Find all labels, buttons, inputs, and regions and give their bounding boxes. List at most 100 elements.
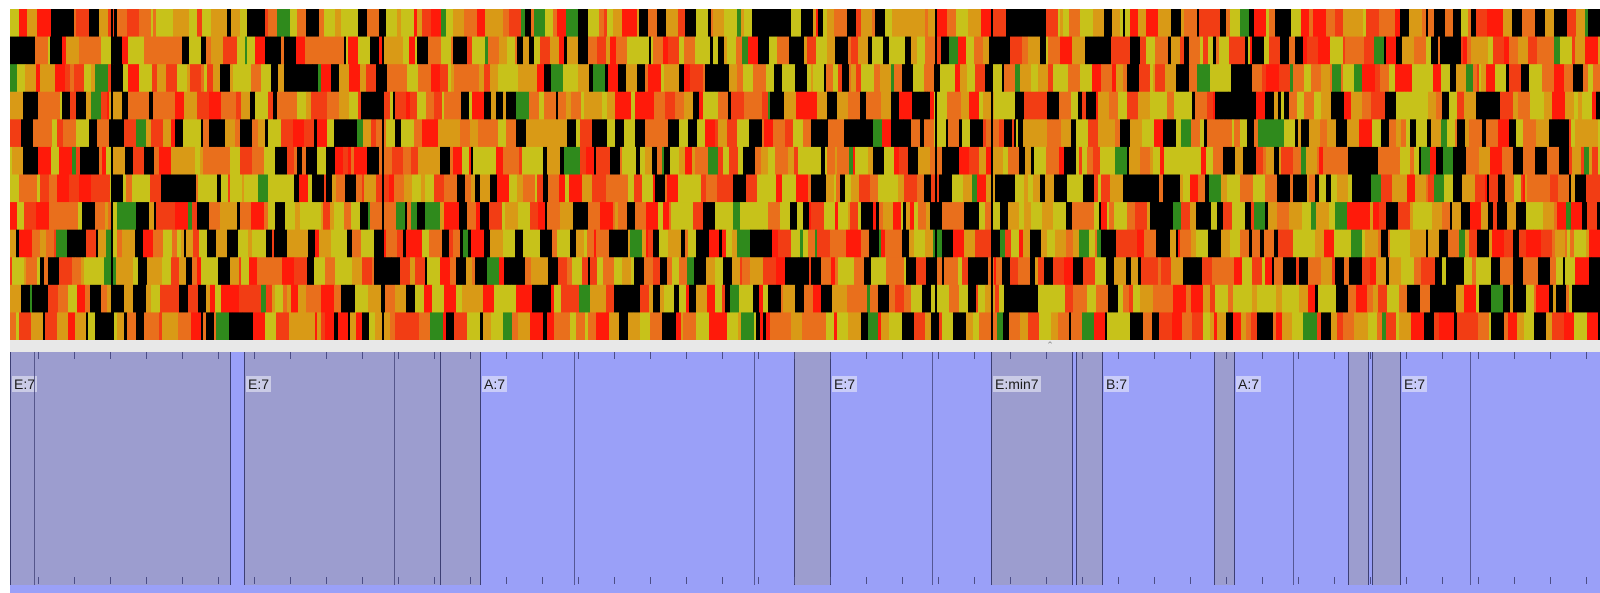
ruler-tick: [254, 352, 255, 359]
ruler-tick: [686, 352, 687, 359]
ruler-tick: [1550, 352, 1551, 359]
chord-segment[interactable]: [1400, 352, 1600, 585]
ruler-tick: [1082, 577, 1083, 584]
ruler-tick: [1514, 352, 1515, 359]
chord-segment[interactable]: [10, 352, 230, 585]
ruler-tick: [470, 352, 471, 359]
chord-segment[interactable]: [1072, 352, 1076, 585]
chord-segment[interactable]: [440, 352, 480, 585]
ruler-tick: [1406, 577, 1407, 584]
beat-line: [394, 352, 395, 585]
ruler-tick: [866, 352, 867, 359]
chord-label: A:7: [482, 376, 508, 392]
ruler-tick: [650, 352, 651, 359]
chord-segment[interactable]: [1368, 352, 1372, 585]
time-ruler-top: [10, 352, 1600, 360]
ruler-tick: [1442, 577, 1443, 584]
beat-line: [1470, 352, 1471, 585]
ruler-tick: [1370, 352, 1371, 359]
ruler-tick: [1586, 352, 1587, 359]
pane-splitter[interactable]: ⌃: [10, 340, 1600, 352]
ruler-tick: [1262, 352, 1263, 359]
ruler-tick: [1010, 352, 1011, 359]
ruler-tick: [506, 577, 507, 584]
chord-segments: E:7 E:7 A:7 E:7 E:min7 B:7 A:7 E:7: [10, 352, 1600, 593]
chord-segment[interactable]: [1372, 352, 1400, 585]
ruler-tick: [1190, 352, 1191, 359]
chord-boundary[interactable]: [1234, 352, 1235, 585]
beat-line: [574, 352, 575, 585]
chord-label: E:min7: [993, 376, 1041, 392]
ruler-tick: [74, 577, 75, 584]
ruler-tick: [722, 352, 723, 359]
chord-boundary[interactable]: [1214, 352, 1215, 585]
chord-segment[interactable]: [1076, 352, 1102, 585]
ruler-tick: [290, 352, 291, 359]
chromagram-heatmap[interactable]: [10, 9, 1600, 340]
ruler-tick: [578, 577, 579, 584]
ruler-tick: [938, 352, 939, 359]
ruler-tick: [938, 577, 939, 584]
beat-marker-1: [382, 9, 384, 340]
ruler-tick: [1226, 577, 1227, 584]
chord-label: A:7: [1236, 376, 1262, 392]
chord-boundary[interactable]: [10, 352, 11, 585]
ruler-tick: [1154, 577, 1155, 584]
chord-segment[interactable]: [480, 352, 794, 585]
ruler-tick: [974, 352, 975, 359]
chord-boundary[interactable]: [440, 352, 441, 585]
ruler-tick: [1442, 352, 1443, 359]
chord-boundary[interactable]: [794, 352, 795, 585]
chord-boundary[interactable]: [830, 352, 831, 585]
splitter-grip-icon[interactable]: ⌃: [1046, 340, 1054, 350]
ruler-tick: [650, 577, 651, 584]
chord-segment[interactable]: [1348, 352, 1368, 585]
chord-annotation-track[interactable]: E:7 E:7 A:7 E:7 E:min7 B:7 A:7 E:7: [10, 352, 1600, 593]
ruler-tick: [1154, 352, 1155, 359]
ruler-tick: [830, 577, 831, 584]
ruler-tick: [1118, 352, 1119, 359]
ruler-tick: [1478, 577, 1479, 584]
chord-segment[interactable]: [1214, 352, 1234, 585]
ruler-tick: [578, 352, 579, 359]
chord-segment[interactable]: [230, 352, 244, 585]
ruler-tick: [1550, 577, 1551, 584]
ruler-tick: [1334, 352, 1335, 359]
beat-line: [1293, 352, 1294, 585]
ruler-tick: [974, 577, 975, 584]
ruler-tick: [614, 577, 615, 584]
ruler-tick: [38, 577, 39, 584]
beat-line: [932, 352, 933, 585]
chord-boundary[interactable]: [1102, 352, 1103, 585]
chord-label: E:7: [1402, 376, 1428, 392]
chord-boundary[interactable]: [1072, 352, 1073, 585]
ruler-tick: [1298, 577, 1299, 584]
chord-boundary[interactable]: [1400, 352, 1401, 585]
ruler-tick: [902, 352, 903, 359]
time-ruler-bottom: [10, 577, 1600, 585]
ruler-tick: [182, 577, 183, 584]
ruler-tick: [614, 352, 615, 359]
ruler-tick: [326, 352, 327, 359]
ruler-tick: [470, 577, 471, 584]
ruler-tick: [146, 352, 147, 359]
ruler-tick: [1190, 577, 1191, 584]
chord-boundary[interactable]: [1368, 352, 1369, 585]
ruler-tick: [1046, 352, 1047, 359]
chord-boundary[interactable]: [244, 352, 245, 585]
chord-segment[interactable]: [794, 352, 830, 585]
chord-boundary[interactable]: [991, 352, 992, 585]
ruler-tick: [722, 577, 723, 584]
chord-boundary[interactable]: [1076, 352, 1077, 585]
ruler-tick: [1586, 577, 1587, 584]
chord-boundary[interactable]: [230, 352, 231, 585]
ruler-tick: [1406, 352, 1407, 359]
chord-boundary[interactable]: [1348, 352, 1349, 585]
chord-boundary[interactable]: [1372, 352, 1373, 585]
ruler-tick: [38, 352, 39, 359]
chord-segment[interactable]: [244, 352, 440, 585]
chord-boundary[interactable]: [480, 352, 481, 585]
ruler-tick: [1478, 352, 1479, 359]
chord-label: E:7: [12, 376, 38, 392]
ruler-tick: [506, 352, 507, 359]
